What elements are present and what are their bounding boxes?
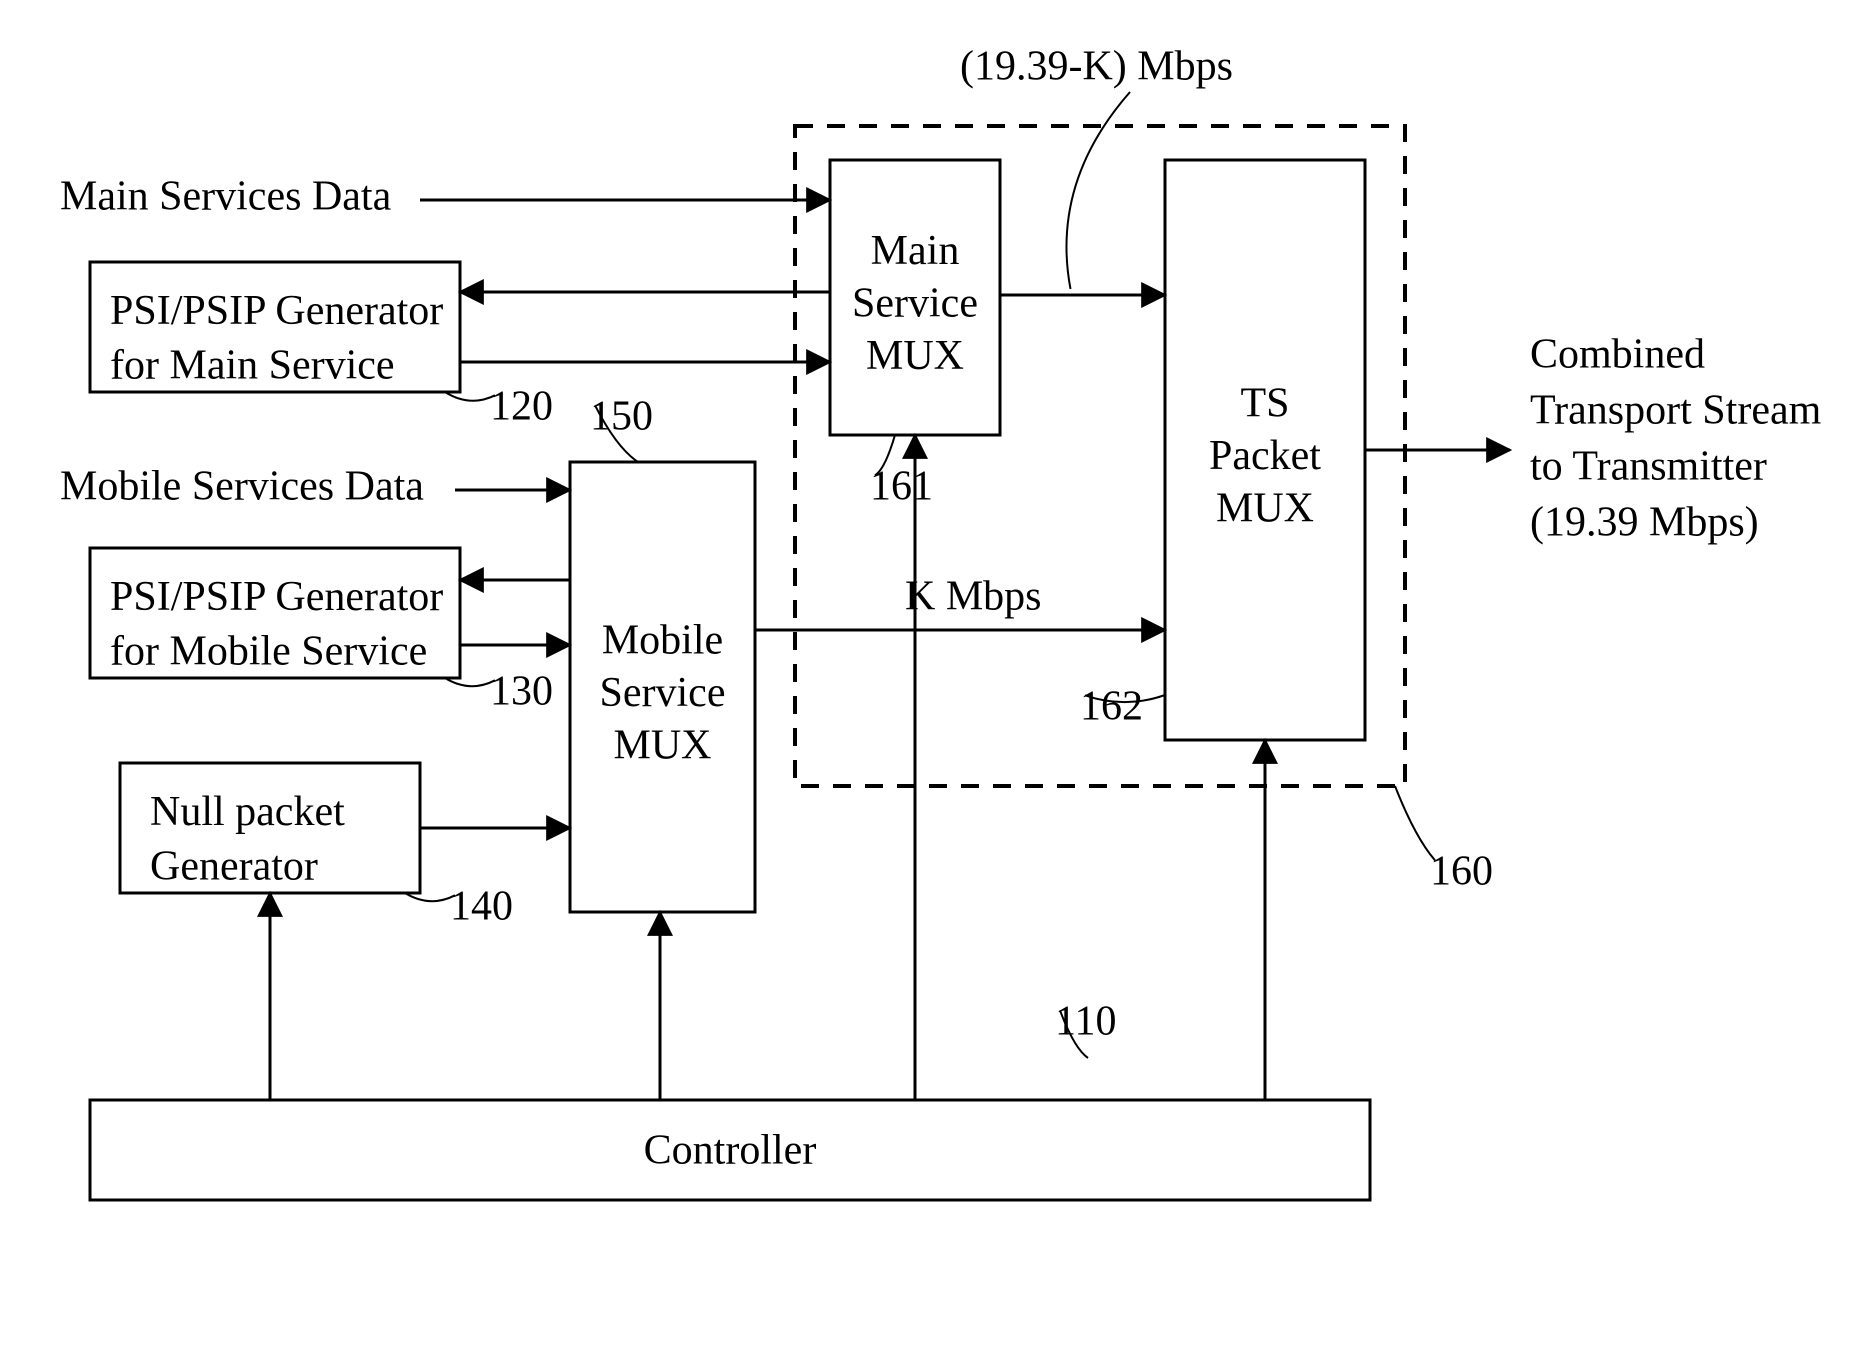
psi-mobile-label-line2: for Mobile Service [110,629,427,675]
ref-130-ref: 130 [490,669,553,715]
ref-150-ref: 150 [590,394,653,440]
mobile-mux-label-line3: MUX [613,723,711,769]
ts-mux-label-line1: TS [1240,381,1289,427]
psi-main-label-line2: for Main Service [110,343,395,389]
rate-top-label: (19.39-K) Mbps [960,44,1233,90]
main-mux-label-line1: Main [871,228,960,274]
ref-160-ref: 160 [1430,849,1493,895]
null-gen-label-line2: Generator [150,844,318,890]
output-label-line4: (19.39 Mbps) [1530,500,1759,546]
ts-mux-label-line3: MUX [1216,486,1314,532]
ts-mux-label-line2: Packet [1209,433,1321,479]
rate-top-leader [1066,92,1130,289]
ref-110-ref: 110 [1055,999,1116,1045]
psi-main-label-line1: PSI/PSIP Generator [110,288,443,334]
ref-140-ref: 140 [450,884,513,930]
main-mux-label-line3: MUX [866,333,964,379]
main-mux-label-line2: Service [852,281,978,327]
psi-mobile-label-line1: PSI/PSIP Generator [110,574,443,620]
ref-160-leader [1395,786,1435,860]
output-label-line1: Combined [1530,332,1705,378]
output-label-line3: to Transmitter [1530,444,1767,490]
mobile-mux-label-line1: Mobile [602,618,723,664]
mobile-mux-label-line2: Service [600,670,726,716]
mobile-services-data-label: Mobile Services Data [60,464,424,510]
output-label-line2: Transport Stream [1530,388,1822,434]
ref-161-ref: 161 [870,464,933,510]
null-gen-label-line1: Null packet [150,789,345,835]
controller-label: Controller [644,1128,817,1174]
rate-mid-label: K Mbps [905,574,1042,620]
ref-120-ref: 120 [490,384,553,430]
ref-162-ref: 162 [1080,684,1143,730]
main-services-data-label: Main Services Data [60,174,392,220]
